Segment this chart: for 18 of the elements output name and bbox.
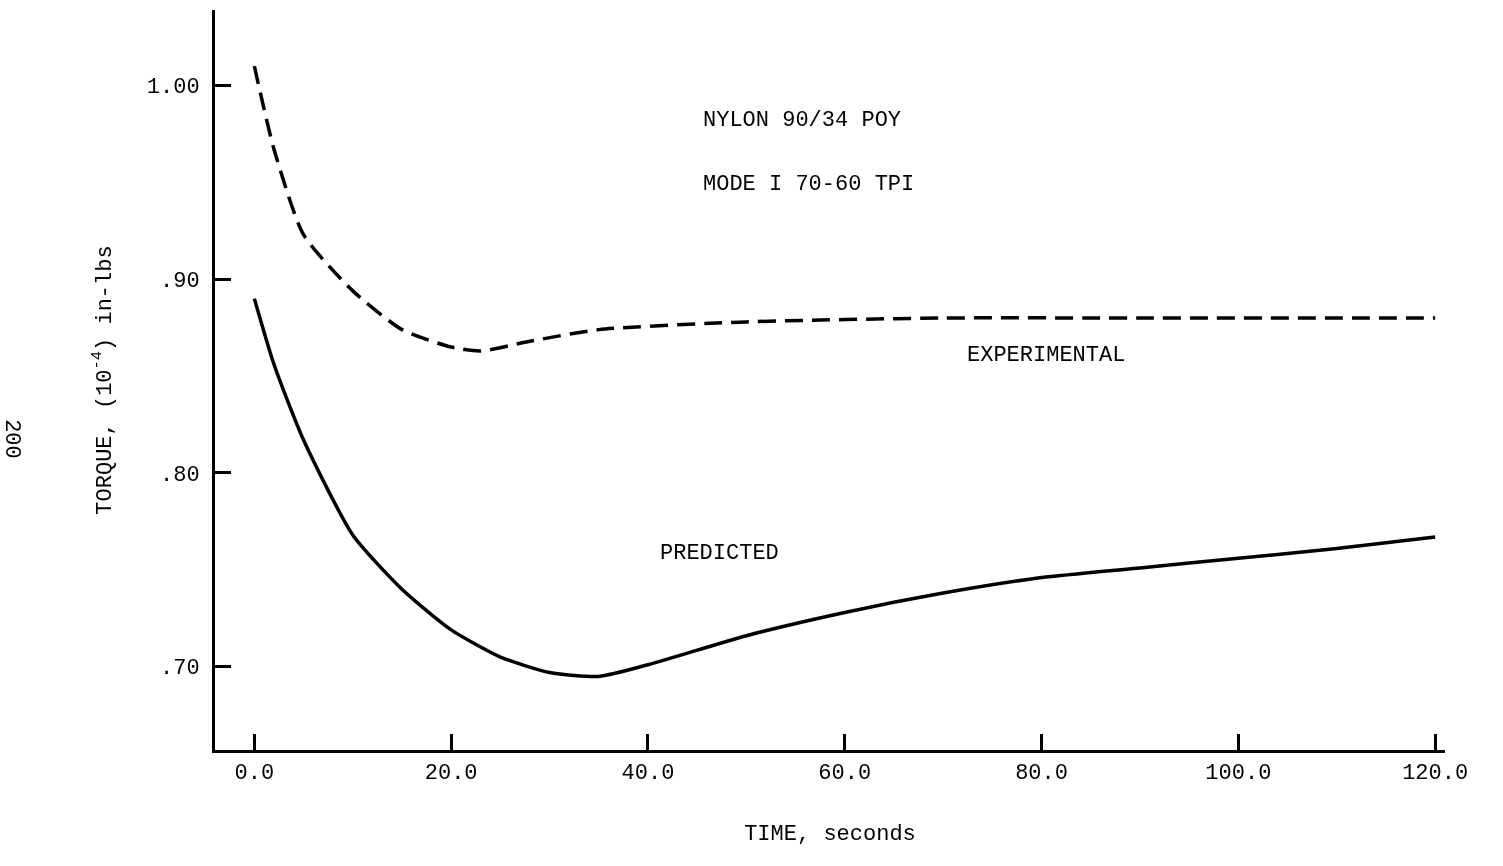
series-label: EXPERIMENTAL [967,343,1126,368]
text: 200 [0,419,25,459]
x-tick-label: 0.0 [234,761,275,787]
x-tick-label: 80.0 [1015,761,1068,787]
annotation: MODE I 70-60 TPI [703,172,915,197]
annotation: NYLON 90/34 POY [703,108,902,133]
x-tick-label: 60.0 [818,761,872,787]
y-tick-label: .90 [159,268,200,294]
text: PREDICTED [660,541,779,566]
y-tick-label: .70 [159,656,200,682]
x-tick-label: 40.0 [621,761,675,787]
x-tick-label: 100.0 [1205,761,1272,787]
y-tick-label: .80 [159,462,200,488]
x-axis-title: TIME, seconds [744,822,916,848]
x-tick-label: 20.0 [424,761,478,787]
x-tick-label: 120.0 [1402,761,1469,787]
y-tick-label: 1.00 [146,75,200,101]
line-series [252,296,1437,679]
